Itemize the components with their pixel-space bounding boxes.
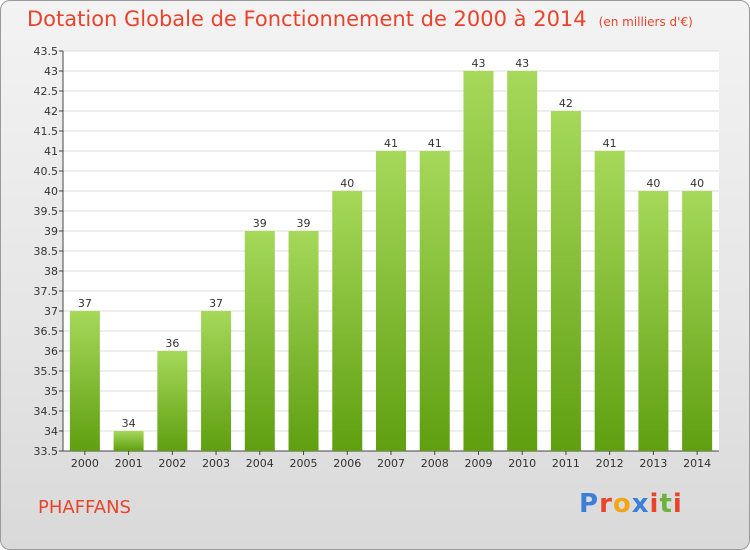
bar — [113, 431, 144, 451]
bar-value-label: 40 — [340, 177, 354, 190]
bar — [332, 191, 363, 451]
y-tick-label: 38 — [44, 265, 58, 278]
bar — [244, 231, 275, 451]
chart-title: Dotation Globale de Fonctionnement de 20… — [27, 7, 693, 31]
logo-letter: o — [612, 489, 632, 519]
y-tick-label: 37.5 — [34, 285, 59, 298]
y-tick-label: 43.5 — [34, 45, 59, 58]
bar-value-label: 39 — [297, 217, 311, 230]
x-tick-label: 2007 — [377, 457, 405, 470]
x-tick-label: 2009 — [464, 457, 492, 470]
bar-value-label: 42 — [559, 97, 573, 110]
y-tick-label: 43 — [44, 65, 58, 78]
y-tick-label: 35.5 — [34, 365, 59, 378]
y-tick-label: 42 — [44, 105, 58, 118]
y-tick-label: 36.5 — [34, 325, 59, 338]
bar — [507, 71, 538, 451]
bar-value-label: 41 — [428, 137, 442, 150]
x-tick-label: 2012 — [596, 457, 624, 470]
bar — [157, 351, 188, 451]
y-tick-label: 38.5 — [34, 245, 59, 258]
chart-subtitle: (en milliers d'€) — [598, 15, 693, 29]
bar-value-label: 41 — [603, 137, 617, 150]
y-tick-label: 33.5 — [34, 445, 59, 458]
bar — [550, 111, 581, 451]
y-tick-label: 36 — [44, 345, 58, 358]
y-tick-label: 42.5 — [34, 85, 59, 98]
x-tick-label: 2008 — [421, 457, 449, 470]
x-tick-label: 2013 — [639, 457, 667, 470]
bar-value-label: 39 — [253, 217, 267, 230]
bar — [638, 191, 669, 451]
bar — [376, 151, 406, 451]
bar-value-label: 37 — [209, 297, 223, 310]
y-tick-label: 41.5 — [34, 125, 59, 138]
logo-letter: P — [579, 489, 600, 519]
bar — [69, 311, 100, 451]
bar-value-label: 36 — [165, 337, 179, 350]
bar-value-label: 34 — [122, 417, 136, 430]
bar-value-label: 40 — [646, 177, 660, 190]
proxiti-logo: Proxiti — [579, 489, 683, 519]
x-tick-label: 2006 — [333, 457, 361, 470]
logo-letter: x — [631, 489, 650, 519]
bar — [594, 151, 625, 451]
logo-letter: t — [659, 489, 673, 519]
bar-value-label: 40 — [690, 177, 704, 190]
x-tick-label: 2001 — [115, 457, 143, 470]
bar-value-label: 37 — [78, 297, 92, 310]
bar — [463, 71, 494, 451]
y-tick-label: 39 — [44, 225, 58, 238]
x-tick-label: 2010 — [508, 457, 536, 470]
x-tick-label: 2005 — [290, 457, 318, 470]
y-tick-label: 34.5 — [34, 405, 59, 418]
y-tick-label: 34 — [44, 425, 58, 438]
y-tick-label: 40.5 — [34, 165, 59, 178]
x-tick-label: 2000 — [71, 457, 99, 470]
logo-letter: i — [672, 489, 683, 519]
x-tick-label: 2014 — [683, 457, 711, 470]
x-tick-label: 2004 — [246, 457, 274, 470]
bar — [682, 191, 713, 451]
chart-title-text: Dotation Globale de Fonctionnement de 20… — [27, 7, 587, 31]
logo-letter: r — [599, 489, 613, 519]
y-tick-label: 41 — [44, 145, 58, 158]
logo-letter: i — [649, 489, 660, 519]
y-tick-label: 35 — [44, 385, 58, 398]
y-tick-label: 40 — [44, 185, 58, 198]
x-tick-label: 2011 — [552, 457, 580, 470]
y-tick-label: 37 — [44, 305, 58, 318]
y-tick-label: 39.5 — [34, 205, 59, 218]
bar — [288, 231, 319, 451]
commune-name: PHAFFANS — [38, 497, 131, 518]
bar — [419, 151, 450, 451]
bar-value-label: 43 — [471, 57, 485, 70]
x-tick-label: 2002 — [158, 457, 186, 470]
bar-value-label: 43 — [515, 57, 529, 70]
bar — [201, 311, 232, 451]
x-tick-label: 2003 — [202, 457, 230, 470]
bar-value-label: 41 — [384, 137, 398, 150]
